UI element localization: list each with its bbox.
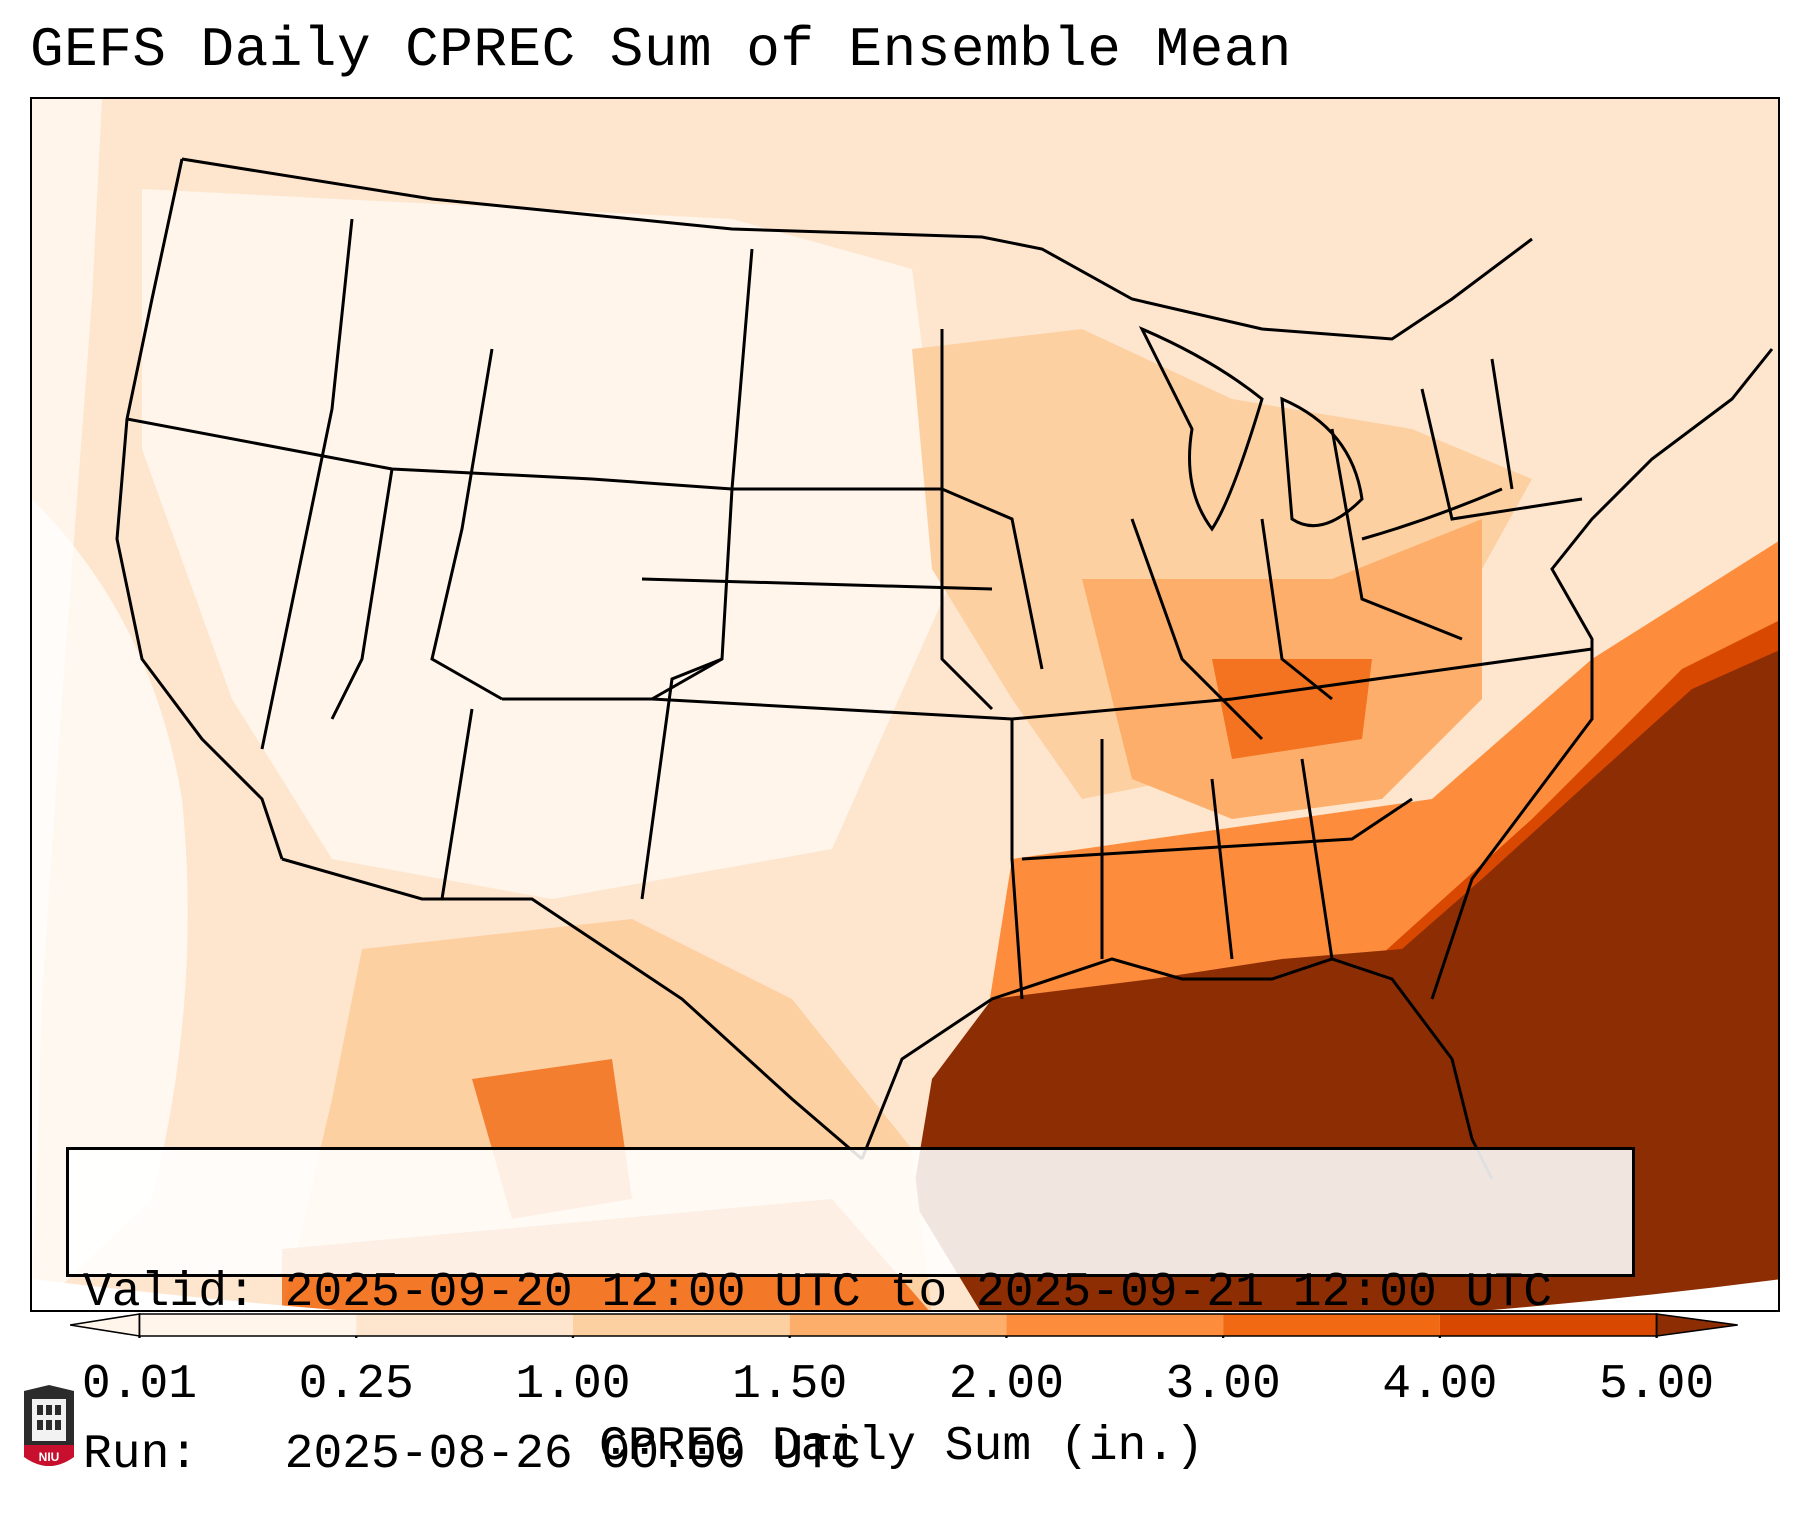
west-ocean-field <box>32 99 102 1310</box>
colorbar-tick-label: 4.00 <box>1382 1358 1498 1412</box>
colorbar-segment <box>356 1314 573 1336</box>
niu-logo-icon: NIU <box>24 1385 74 1466</box>
colorbar-segment <box>789 1314 1007 1336</box>
colorbar <box>70 1313 1738 1338</box>
colorbar-tick-label: 2.00 <box>948 1358 1065 1412</box>
valid-time: Valid: 2025-09-20 12:00 UTC to 2025-09-2… <box>83 1266 1553 1320</box>
colorbar-segment <box>1223 1314 1440 1336</box>
colorbar-outline <box>138 1313 1658 1337</box>
colorbar-segments <box>70 1313 1738 1337</box>
colorbar-tick-label: 0.01 <box>81 1358 198 1412</box>
west-us-field <box>142 189 952 899</box>
colorbar-tick-label: 5.00 <box>1599 1358 1715 1412</box>
colorbar-tick-label: 3.00 <box>1165 1358 1281 1412</box>
colorbar-title: CPREC Daily Sum (in.) <box>599 1420 1204 1474</box>
colorbar-segment <box>1439 1314 1657 1336</box>
colorbar-segment <box>139 1314 357 1336</box>
colorbar-segment <box>1006 1314 1224 1336</box>
colorbar-tick-label: 1.00 <box>515 1358 631 1412</box>
projection-edge <box>32 1279 1778 1310</box>
valid-run-box: Valid: 2025-09-20 12:00 UTC to 2025-09-2… <box>66 1147 1635 1482</box>
map-title: GEFS Daily CPREC Sum of Ensemble Mean <box>30 18 1292 82</box>
precip-map <box>30 97 1780 1312</box>
colorbar-tick-labels: 0.01 0.25 1.00 1.50 2.00 3.00 4.00 5.00 <box>0 1358 1803 1418</box>
colorbar-tick-label: 0.25 <box>298 1358 414 1412</box>
colorbar-segment <box>572 1314 790 1336</box>
colorbar-tick-label: 1.50 <box>732 1358 848 1412</box>
colorbar-extend-min <box>70 1313 141 1337</box>
west-ocean-low <box>32 499 188 1310</box>
run-time: Run: 2025-08-26 00:00 UTC <box>83 1428 861 1482</box>
state-boundaries <box>115 157 1774 1180</box>
colorbar-extend-max <box>1655 1313 1738 1337</box>
gulf-heavy-field <box>912 650 1778 1310</box>
colorbar-ticks <box>138 1336 1658 1338</box>
map-canvas <box>32 99 1778 1310</box>
logo-text: NIU <box>39 1450 60 1464</box>
